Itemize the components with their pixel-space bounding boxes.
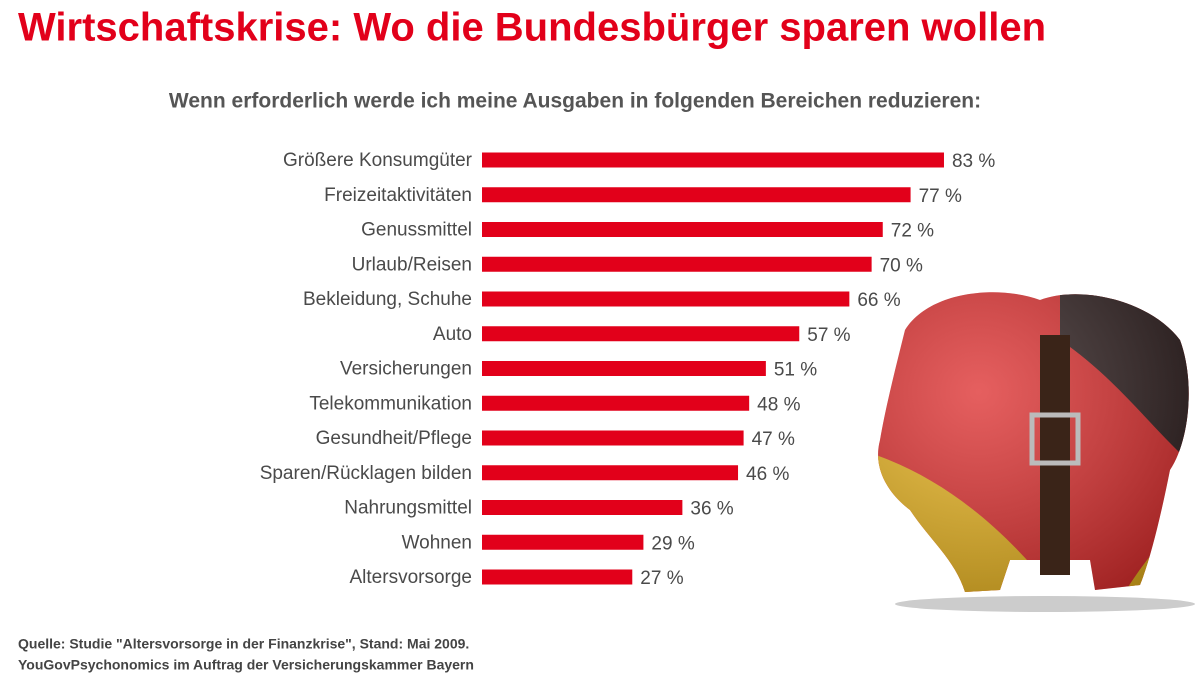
belt bbox=[1040, 335, 1070, 575]
buckle bbox=[1029, 412, 1081, 466]
value-label: 72 % bbox=[891, 221, 934, 242]
value-label: 36 % bbox=[690, 499, 733, 520]
bar bbox=[482, 256, 872, 272]
category-label: Altersvorsorge bbox=[350, 567, 473, 588]
chart-subtitle: Wenn erforderlich werde ich meine Ausgab… bbox=[169, 90, 981, 113]
category-label: Sparen/Rücklagen bilden bbox=[260, 463, 472, 484]
chart-title: Wirtschaftskrise: Wo die Bundesbürger sp… bbox=[18, 6, 1046, 50]
value-label: 57 % bbox=[807, 325, 850, 346]
category-label: Versicherungen bbox=[340, 359, 472, 380]
value-label: 29 % bbox=[651, 533, 694, 554]
source-line: YouGovPsychonomics im Auftrag der Versic… bbox=[18, 657, 474, 673]
shadow bbox=[895, 596, 1195, 612]
value-label: 77 % bbox=[919, 186, 962, 207]
bar bbox=[482, 222, 883, 237]
category-label: Genussmittel bbox=[361, 220, 472, 241]
category-label: Telekommunikation bbox=[309, 393, 472, 414]
category-label: Nahrungsmittel bbox=[344, 498, 472, 519]
value-label: 27 % bbox=[640, 568, 683, 589]
bar bbox=[482, 534, 644, 550]
bar bbox=[482, 500, 683, 515]
category-label: Urlaub/Reisen bbox=[352, 254, 472, 275]
value-label: 51 % bbox=[774, 360, 817, 381]
bar bbox=[482, 326, 800, 342]
bar bbox=[482, 291, 850, 307]
value-label: 66 % bbox=[857, 290, 900, 311]
piggy-bank bbox=[878, 292, 1195, 612]
category-label: Wohnen bbox=[402, 532, 472, 553]
category-label: Bekleidung, Schuhe bbox=[303, 289, 472, 310]
category-label: Freizeitaktivitäten bbox=[324, 185, 472, 206]
bar bbox=[482, 187, 911, 203]
bar bbox=[482, 465, 739, 481]
bar bbox=[482, 361, 766, 376]
bar bbox=[482, 569, 633, 585]
value-label: 70 % bbox=[880, 255, 923, 276]
value-label: 83 % bbox=[952, 151, 995, 172]
bar bbox=[482, 152, 944, 168]
bar bbox=[482, 430, 744, 446]
value-label: 46 % bbox=[746, 464, 789, 485]
category-label: Größere Konsumgüter bbox=[283, 150, 473, 171]
category-label: Gesundheit/Pflege bbox=[316, 428, 472, 449]
value-label: 47 % bbox=[752, 429, 795, 450]
bar bbox=[482, 395, 750, 411]
source-line: Quelle: Studie "Altersvorsorge in der Fi… bbox=[18, 636, 469, 652]
category-label: Auto bbox=[433, 324, 472, 345]
value-label: 48 % bbox=[757, 394, 800, 415]
